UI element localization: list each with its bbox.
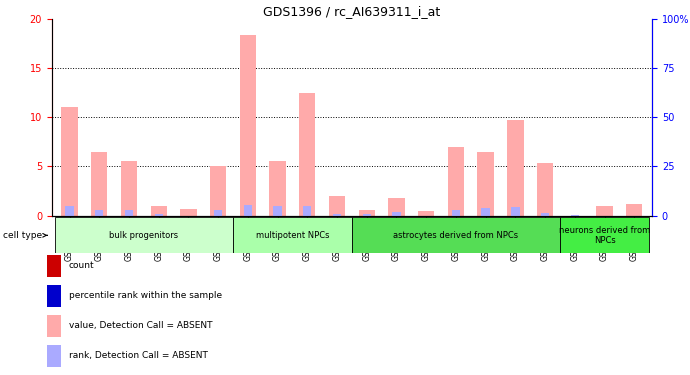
- Bar: [303, 206, 311, 216]
- Bar: [452, 210, 460, 216]
- Bar: [352, 217, 560, 253]
- Bar: [299, 93, 315, 216]
- Bar: [273, 206, 282, 216]
- Bar: [560, 217, 649, 253]
- Bar: [477, 152, 494, 216]
- Bar: [269, 162, 286, 216]
- FancyBboxPatch shape: [47, 345, 61, 367]
- Bar: [61, 107, 78, 216]
- Bar: [482, 208, 490, 216]
- Text: neurons derived from
NPCs: neurons derived from NPCs: [559, 226, 650, 245]
- Bar: [125, 210, 133, 216]
- Bar: [393, 211, 401, 216]
- Text: astrocytes derived from NPCs: astrocytes derived from NPCs: [393, 231, 518, 240]
- Bar: [626, 204, 642, 216]
- Bar: [95, 210, 104, 216]
- Text: rank, Detection Call = ABSENT: rank, Detection Call = ABSENT: [69, 351, 208, 360]
- Bar: [333, 214, 341, 216]
- Title: GDS1396 / rc_AI639311_i_at: GDS1396 / rc_AI639311_i_at: [264, 4, 440, 18]
- Bar: [329, 196, 345, 216]
- Bar: [244, 205, 252, 216]
- Text: cell type: cell type: [3, 231, 48, 240]
- Bar: [55, 217, 233, 253]
- Bar: [388, 198, 404, 216]
- Text: value, Detection Call = ABSENT: value, Detection Call = ABSENT: [69, 321, 212, 330]
- Bar: [180, 209, 197, 216]
- Bar: [150, 206, 167, 216]
- Bar: [537, 164, 553, 216]
- Bar: [155, 214, 163, 216]
- FancyBboxPatch shape: [47, 255, 61, 277]
- Bar: [507, 120, 524, 216]
- Text: multipotent NPCs: multipotent NPCs: [256, 231, 329, 240]
- Bar: [239, 36, 256, 216]
- Bar: [571, 215, 579, 216]
- Text: count: count: [69, 261, 95, 270]
- Bar: [541, 213, 549, 216]
- Bar: [66, 206, 74, 216]
- Bar: [596, 206, 613, 216]
- Bar: [214, 210, 222, 216]
- Text: percentile rank within the sample: percentile rank within the sample: [69, 291, 221, 300]
- Bar: [121, 162, 137, 216]
- Text: bulk progenitors: bulk progenitors: [109, 231, 179, 240]
- Bar: [363, 214, 371, 216]
- Bar: [91, 152, 108, 216]
- Bar: [418, 211, 435, 216]
- Bar: [210, 166, 226, 216]
- FancyBboxPatch shape: [47, 315, 61, 337]
- FancyBboxPatch shape: [47, 285, 61, 307]
- Bar: [359, 210, 375, 216]
- Bar: [511, 207, 520, 216]
- Bar: [448, 147, 464, 216]
- Bar: [233, 217, 352, 253]
